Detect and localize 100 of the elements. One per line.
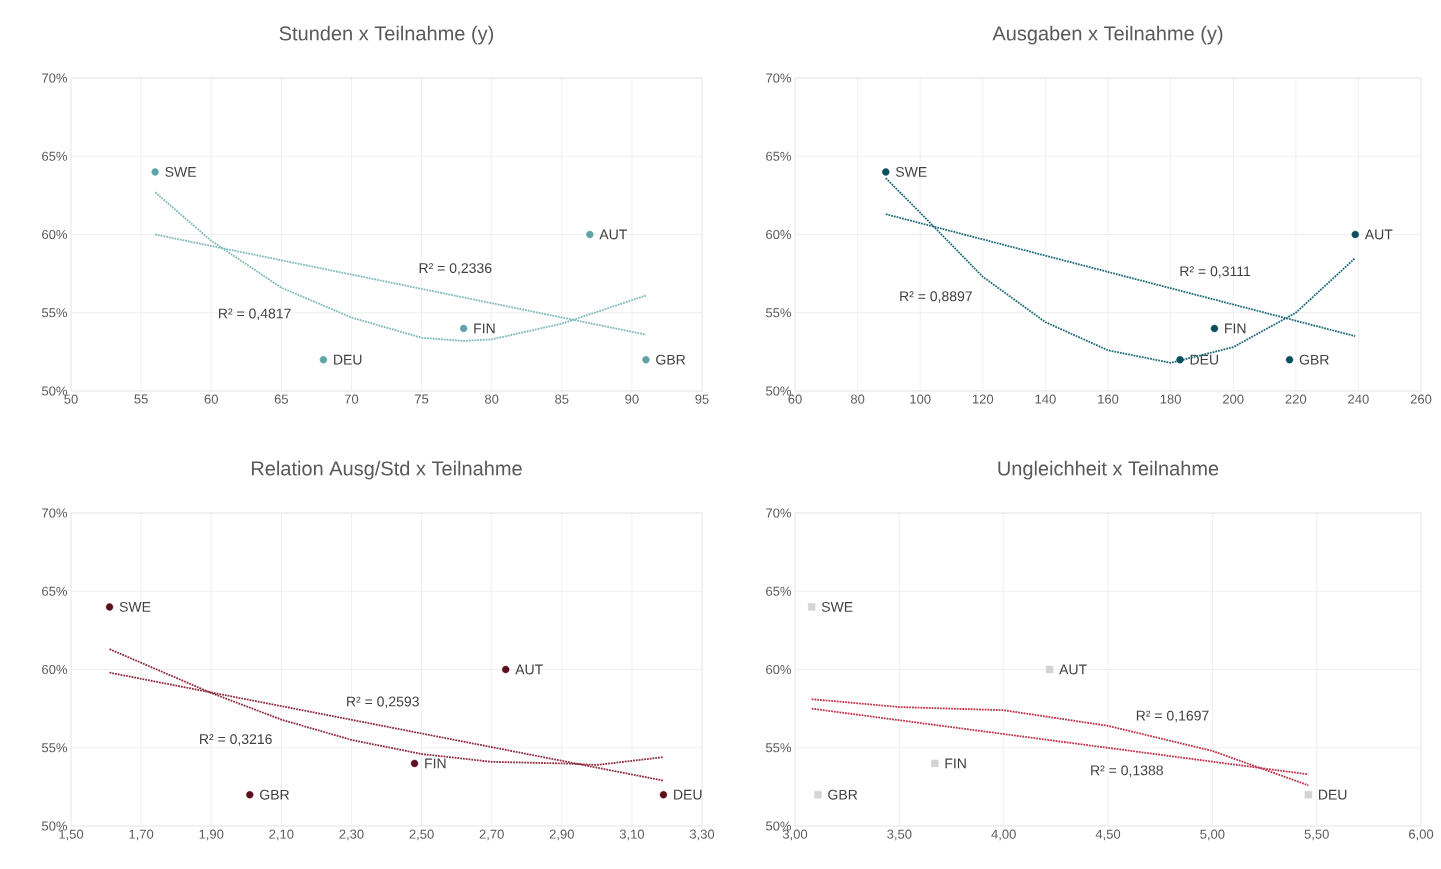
point [814,791,822,799]
x-tick-label: 75 [415,394,429,404]
point [1176,356,1184,364]
point [410,759,419,768]
x-tick-label: 80 [850,394,865,404]
point [808,603,816,611]
x-tick-label: 55 [134,394,148,404]
y-tick-label: 65% [42,586,68,596]
data-label: FIN [945,758,966,769]
y-tick-label: 55% [765,743,792,753]
y-tick-label: 55% [765,308,792,318]
data-label: AUT [515,664,543,675]
x-tick-label: 5,00 [1200,829,1225,841]
y-tick-label: 65% [42,151,68,161]
x-tick-label: 5,50 [1304,829,1329,841]
x-tick-label: 2,70 [479,829,504,841]
data-label: AUT [599,229,628,240]
chart-title: Relation Ausg/Std x Teilnahme [251,460,522,480]
annotation: R² = 0,8897 [900,291,972,303]
x-tick-label: 160 [1098,394,1119,404]
y-tick-label: 60% [42,229,68,240]
data-label: SWE [821,601,853,612]
point [459,324,468,333]
x-tick-label: 4,00 [991,829,1016,841]
point [501,665,510,674]
x-tick-label: 60 [204,394,218,404]
x-tick-label: 2,30 [339,829,364,841]
x-tick-label: 1,70 [129,829,154,841]
annotation: R² = 0,3111 [1180,266,1251,278]
x-tick-label: 220 [1285,394,1307,404]
data-label: AUT [1059,664,1087,675]
point [319,356,328,364]
x-tick-label: 1,50 [59,829,84,841]
data-label: DEU [674,789,702,800]
x-tick-label: 70 [344,394,359,404]
y-tick-label: 60% [766,664,792,675]
line-series [154,191,647,342]
point [586,230,594,239]
data-label: GBR [260,789,289,800]
x-tick-label: 50 [64,394,78,404]
x-tick-label: 3,10 [619,829,645,841]
x-tick-label: 2,50 [409,829,434,841]
y-tick-label: 55% [41,308,68,318]
data-label: GBR [656,354,686,365]
chart-title: Ungleichheit x Teilnahme [998,460,1219,480]
x-tick-label: 1,90 [199,829,224,841]
chart-title: Ausgaben x Teilnahme (y) [992,25,1223,45]
y-tick-label: 70% [766,73,792,83]
x-tick-label: 120 [972,394,994,404]
y-tick-label: 60% [42,664,68,675]
point [1304,791,1313,799]
line-series [884,177,1357,364]
annotation: R² = 0,2336 [419,263,492,275]
x-tick-label: 200 [1223,394,1244,404]
data-label: GBR [828,789,858,800]
data-label: DEU [1319,789,1347,800]
x-tick-label: 65 [274,394,289,404]
data-label: FIN [1225,323,1246,334]
annotation: R² = 0,2593 [347,696,419,709]
x-tick-label: 90 [625,394,639,404]
line-series [810,698,1310,787]
chart-title: Stunden x Teilnahme (y) [279,25,494,45]
point [105,603,114,611]
y-tick-label: 70% [42,508,68,518]
point [931,759,939,768]
x-tick-label: 6,00 [1409,829,1434,841]
data-label: DEU [334,354,362,365]
y-tick-label: 65% [766,586,792,596]
data-label: SWE [119,601,151,612]
x-tick-label: 140 [1035,394,1056,404]
y-tick-label: 50% [41,386,68,396]
annotation: R² = 0,1388 [1091,765,1163,778]
x-tick-label: 85 [555,394,569,404]
point [246,791,254,799]
x-tick-label: 180 [1160,394,1181,404]
y-tick-label: 50% [765,821,792,831]
x-tick-label: 100 [910,394,931,404]
data-label: FIN [425,758,446,769]
point [151,168,159,176]
x-tick-label: 3,00 [782,829,808,841]
point [882,168,890,176]
point [659,791,668,799]
y-tick-label: 70% [766,508,792,518]
data-label: DEU [1190,354,1218,365]
point [1285,356,1294,364]
x-tick-label: 260 [1410,394,1432,404]
annotation: R² = 0,1697 [1136,710,1209,723]
point [1045,665,1054,674]
data-label: AUT [1364,229,1393,240]
annotation: R² = 0,4817 [219,308,291,321]
x-tick-label: 60 [788,394,802,404]
y-tick-label: 60% [766,229,792,240]
data-label: FIN [474,323,495,334]
y-tick-label: 50% [41,821,68,831]
point [1210,324,1219,333]
point [642,356,650,364]
x-tick-label: 3,50 [887,829,912,841]
data-label: SWE [895,166,927,177]
y-tick-label: 50% [765,386,792,396]
y-tick-label: 65% [766,151,792,161]
